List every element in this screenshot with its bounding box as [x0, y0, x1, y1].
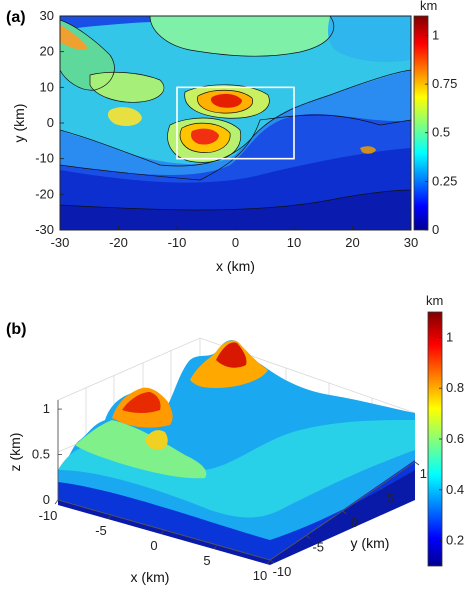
panel-a-ytick-label: 0 — [47, 115, 54, 130]
panel-b-ytick — [414, 461, 420, 466]
panel-b-cb-tick-label: 0.4 — [446, 482, 464, 497]
contour-lines — [60, 16, 411, 211]
panel-b-xtick-label: 0 — [150, 538, 157, 553]
panel-b-cb-tick-label: 0.8 — [446, 380, 464, 395]
panel-a-xtick-label: -30 — [51, 235, 70, 250]
panel-b-ytick-label: -10 — [273, 564, 292, 579]
panel-b-ytick-label: 5 — [387, 491, 394, 506]
panel-b-xtick-label: -10 — [39, 508, 58, 523]
map-northeast-layer — [327, 16, 411, 62]
panel-a-xtick-label: -20 — [109, 235, 128, 250]
panel-b-ztick-label: 1 — [43, 401, 50, 416]
panel-a-ytick-label: -30 — [35, 222, 54, 237]
panel-b-label: (b) — [6, 321, 26, 338]
surface-west-slope — [75, 420, 207, 479]
panel-b-xtick-label: 10 — [253, 568, 267, 583]
map-north-shelf — [150, 16, 334, 57]
panel-b-xlabel: x (km) — [131, 569, 170, 585]
panel-b-xtick-label: 5 — [203, 553, 210, 568]
map-nw-peak — [60, 25, 88, 50]
panel-b-ytick-label: -5 — [312, 540, 324, 555]
panel-b-ytick — [306, 535, 311, 539]
panel-b-ytick-label: 0 — [351, 515, 358, 530]
panel-b-ytick — [378, 486, 383, 490]
panel-a-xtick-label: 0 — [232, 235, 239, 250]
panel-a-ytick-label: 30 — [40, 8, 54, 23]
panel-b-ylabel: y (km) — [351, 535, 390, 551]
panel-b-cb-tick-label: 0.2 — [446, 533, 464, 548]
map-deepest-layer — [60, 190, 411, 230]
panel-a-ytick-label: -20 — [35, 186, 54, 201]
panel-b-cb-tick-label: 0.6 — [446, 431, 464, 446]
panel-b-colorbar-ticks: 0.2 0.4 0.6 0.8 1 — [439, 329, 464, 548]
panel-b-ztick-label: 0.5 — [32, 447, 50, 462]
panel-b-colorbar-unit: km — [426, 293, 443, 308]
panel-a-cb-tick-label: 1 — [432, 27, 439, 42]
panel-a-xtick-label: -10 — [168, 235, 187, 250]
surface-mid-band — [58, 420, 415, 518]
panel-a-ylabel: y (km) — [11, 104, 27, 143]
map-east-islet — [360, 146, 376, 154]
panel-a-cb-tick-label: 0.25 — [432, 173, 457, 188]
panel-a-colorbar-unit: km — [420, 0, 437, 13]
map-south-peak-top — [190, 128, 219, 145]
panel-a-colorbar — [413, 15, 429, 231]
study-area-box — [176, 86, 295, 160]
surface-north-peak-top — [216, 342, 247, 368]
panel-b-cb-tick-label: 1 — [446, 329, 453, 344]
panel-a-cb-tick-label: 0 — [432, 222, 439, 237]
surface-small-peak — [145, 430, 168, 450]
surface-plot — [57, 337, 416, 565]
panel-a-cb-tick-label: 0.75 — [432, 76, 457, 91]
panel-a-ytick-label: -10 — [35, 151, 54, 166]
panel-b-xtick — [266, 559, 271, 565]
map-west-rise — [90, 72, 164, 103]
surface-west-peak-top — [122, 392, 161, 413]
panel-a-colorbar-ticks: 0 0.25 0.5 0.75 1 — [425, 27, 457, 237]
map-west-peak — [107, 107, 142, 126]
panel-a-label: (a) — [6, 9, 26, 26]
panel-a-axes: -30 -20 -10 0 10 20 30 -30 -20 -10 0 10 20 30 — [35, 8, 418, 250]
panel-b-xtick — [160, 529, 165, 535]
panel-b-ztick-label: 0 — [43, 492, 50, 507]
panel-a-ytick-label: 20 — [40, 44, 54, 59]
panel-b-xtick — [107, 514, 112, 520]
panel-a-xtick-label: 20 — [345, 235, 359, 250]
panel-b-zlabel: z (km) — [7, 433, 23, 472]
panel-a-cb-tick-label: 0.5 — [432, 125, 450, 140]
panel-a-ytick-label: 10 — [40, 79, 54, 94]
panel-b-ytick — [342, 510, 347, 515]
surface-base — [58, 460, 415, 565]
panel-a-xtick-label: 10 — [287, 235, 301, 250]
panel-b-xtick — [213, 544, 218, 550]
panel-a-xtick-label: 30 — [404, 235, 418, 250]
panel-a-xlabel: x (km) — [216, 258, 255, 274]
surface-low-band — [58, 460, 415, 560]
panel-b-xtick — [54, 499, 59, 505]
contour-map — [60, 16, 411, 230]
panel-b-xtick-label: -5 — [95, 523, 107, 538]
panel-b-ytick — [269, 559, 275, 564]
map-north-peak-top — [210, 93, 242, 108]
